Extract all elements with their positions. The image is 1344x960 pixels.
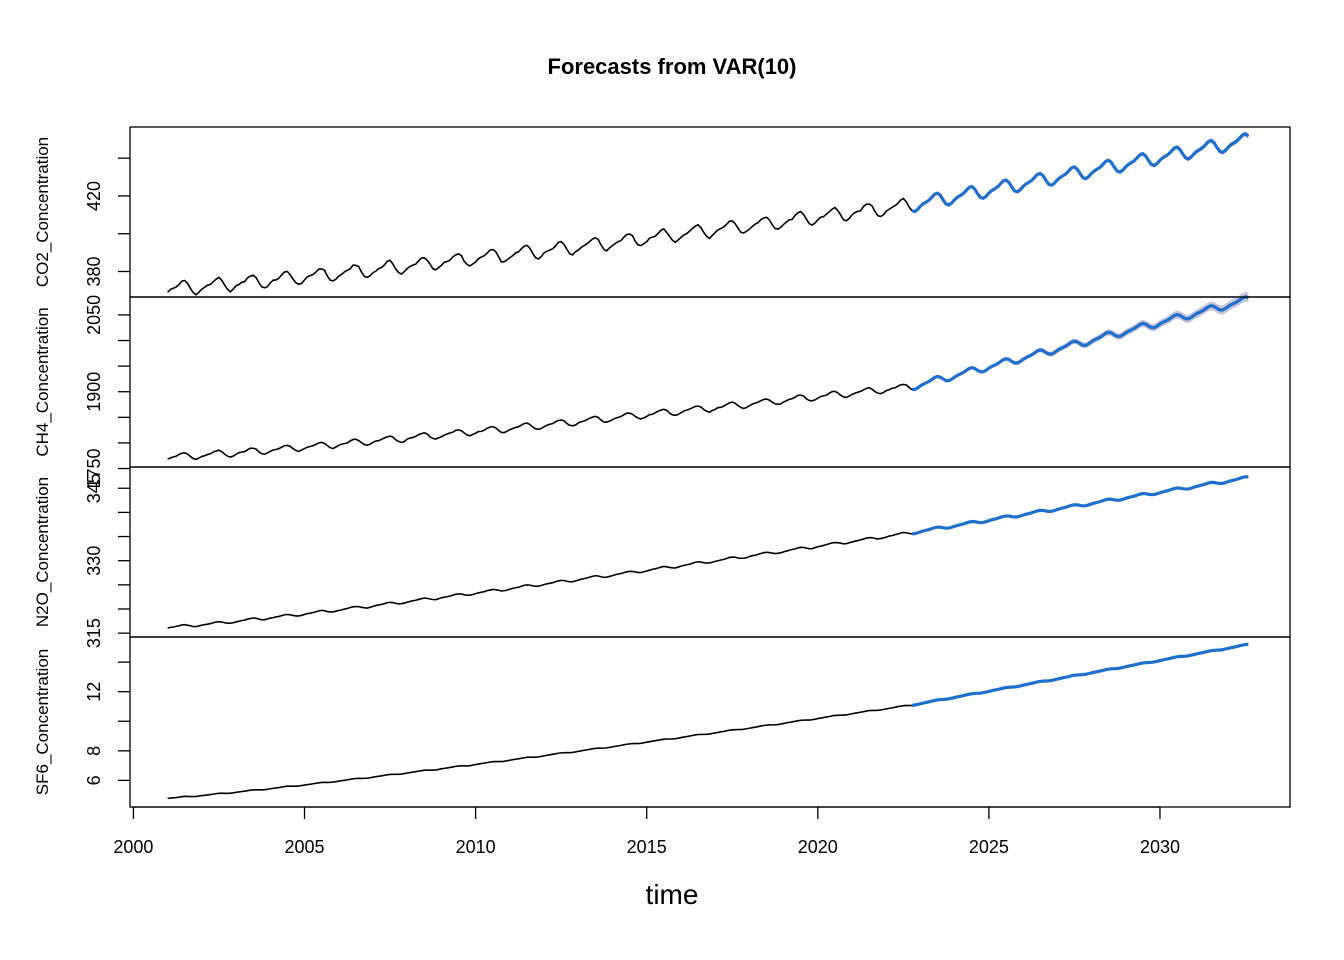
x-tick-label-0: 2000 [113,837,153,857]
panel-frame-CO2_Concentration [129,126,1291,298]
forecast-line-SF6_Concentration [911,642,1249,707]
forecast-line-CH4_Concentration [911,295,1249,392]
y-tick-label-N2O_Concentration-0: 315 [84,618,104,648]
y-tick-label-CO2_Concentration-0: 380 [84,256,104,286]
panels-group: 380 420 CO2_Concentration 1750 1900 2050 CH4_C… [33,126,1291,808]
history-line-N2O_Concentration [167,531,913,629]
x-tick-label-2: 2010 [456,837,496,857]
x-tick-label-5: 2025 [969,837,1009,857]
y-tick-label-CH4_Concentration-6: 2050 [84,295,104,335]
panel-frame-SF6_Concentration [129,636,1291,808]
y-axis-label-CO2_Concentration: CO2_Concentration [33,137,52,287]
panel-SF6_Concentration: 6 8 12 SF6_Concentration [33,636,1291,808]
panel-frame-N2O_Concentration [129,466,1291,638]
y-tick-label-N2O_Concentration-3: 330 [84,546,104,576]
x-axis-label: time [646,879,699,910]
history-line-SF6_Concentration [167,704,912,800]
x-tick-label-4: 2020 [798,837,838,857]
y-axis-label-SF6_Concentration: SF6_Concentration [33,649,52,795]
y-tick-label-SF6_Concentration-3: 12 [84,682,104,702]
panel-N2O_Concentration: 315 330 345 N2O_Concentration [33,466,1291,648]
forecast-band-CH4_Concentration [911,292,1249,391]
y-tick-label-SF6_Concentration-0: 6 [84,775,104,785]
y-tick-label-CH4_Concentration-3: 1900 [84,372,104,412]
y-tick-label-N2O_Concentration-6: 345 [84,473,104,503]
x-axis: 2000 2005 2010 2015 2020 2025 2030 [113,806,1180,857]
x-tick-label-1: 2005 [284,837,324,857]
y-axis-label-N2O_Concentration: N2O_Concentration [33,477,52,627]
forecast-line-N2O_Concentration [911,475,1249,536]
history-line-CH4_Concentration [167,383,913,461]
y-axis-label-CH4_Concentration: CH4_Concentration [33,307,52,456]
panel-CH4_Concentration: 1750 1900 2050 CH4_Concentration [33,292,1291,489]
forecast-line-CO2_Concentration [911,132,1250,214]
history-line-CO2_Concentration [167,197,913,296]
chart-title: Forecasts from VAR(10) [548,54,797,79]
y-tick-label-SF6_Concentration-1: 8 [84,746,104,756]
y-tick-label-CO2_Concentration-2: 420 [84,181,104,211]
x-tick-label-3: 2015 [627,837,667,857]
panel-frame-CH4_Concentration [129,296,1291,468]
y-tick-label-CH4_Concentration-0: 1750 [84,449,104,489]
panel-CO2_Concentration: 380 420 CO2_Concentration [33,126,1291,298]
x-tick-label-6: 2030 [1140,837,1180,857]
